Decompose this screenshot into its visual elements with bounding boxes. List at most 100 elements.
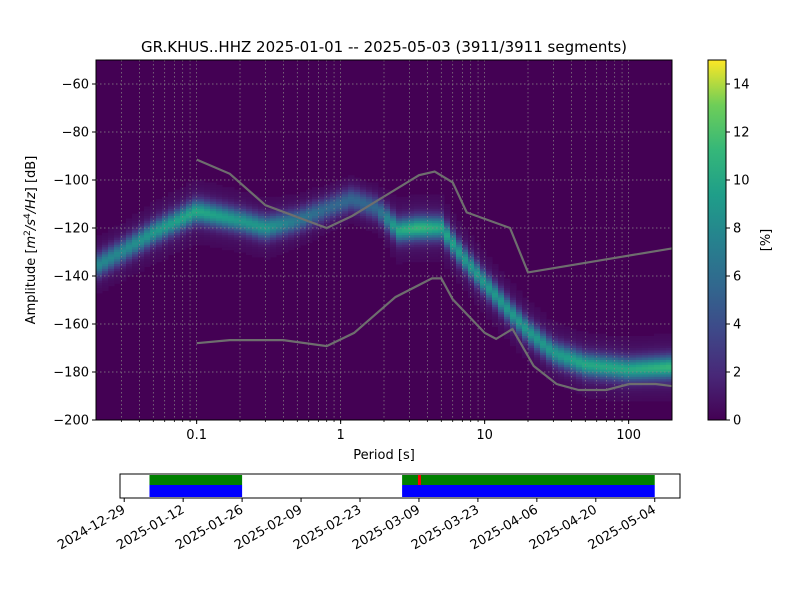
heatmap-cell xyxy=(306,240,313,243)
heatmap-cell xyxy=(510,295,517,299)
heatmap-cell xyxy=(660,393,667,397)
heatmap-cell xyxy=(564,328,571,332)
heatmap-cell xyxy=(474,271,481,275)
heatmap-cell xyxy=(504,312,511,315)
heatmap-cell xyxy=(114,225,121,229)
heatmap-cell xyxy=(408,223,415,227)
heatmap-cell xyxy=(546,364,553,368)
heatmap-cell xyxy=(408,252,415,255)
heatmap-cell xyxy=(540,333,547,337)
heatmap-cell xyxy=(306,237,313,241)
heatmap-cell xyxy=(600,379,607,383)
heatmap-cell xyxy=(540,369,547,373)
heatmap-cell xyxy=(432,228,439,231)
heatmap-cell xyxy=(378,208,385,212)
heatmap-cell xyxy=(246,216,253,219)
heatmap-cell xyxy=(630,396,637,399)
heatmap-cell xyxy=(294,206,301,210)
heatmap-cell xyxy=(594,376,601,380)
heatmap-cell xyxy=(288,196,295,200)
heatmap-cell xyxy=(570,350,577,354)
heatmap-cell xyxy=(162,242,169,246)
heatmap-cell xyxy=(294,232,301,236)
heatmap-cell xyxy=(402,204,409,207)
heatmap-cell xyxy=(336,196,343,200)
heatmap-cell xyxy=(414,208,421,212)
heatmap-cell xyxy=(264,230,271,234)
heatmap-cell xyxy=(390,237,397,241)
heatmap-cell xyxy=(534,350,541,354)
heatmap-cell xyxy=(150,206,157,210)
heatmap-cell xyxy=(270,225,277,229)
heatmap-cell xyxy=(102,240,109,243)
heatmap-cell xyxy=(174,201,181,205)
heatmap-cell xyxy=(108,268,115,272)
heatmap-cell xyxy=(408,206,415,210)
heatmap-cell xyxy=(222,204,229,207)
heatmap-cell xyxy=(468,288,475,291)
heatmap-cell xyxy=(546,343,553,347)
heatmap-cell xyxy=(636,367,643,371)
heatmap-cell xyxy=(648,374,655,378)
heatmap-cell xyxy=(510,336,517,339)
heatmap-cell xyxy=(162,252,169,255)
heatmap-cell xyxy=(270,220,277,224)
heatmap-cell xyxy=(96,290,103,294)
heatmap-cell xyxy=(552,362,559,366)
heatmap-cell xyxy=(132,228,139,231)
heatmap-cell xyxy=(324,189,331,193)
heatmap-cell xyxy=(180,237,187,241)
y-tick-label: −140 xyxy=(53,270,89,285)
heatmap-cell xyxy=(492,283,499,287)
heatmap-cell xyxy=(456,268,463,272)
heatmap-cell xyxy=(582,362,589,366)
heatmap-cell xyxy=(162,206,169,210)
heatmap-cell xyxy=(126,256,133,260)
heatmap-cell xyxy=(132,218,139,222)
heatmap-cell xyxy=(552,321,559,325)
heatmap-cell xyxy=(660,369,667,373)
heatmap-cell xyxy=(168,208,175,212)
heatmap-cell xyxy=(414,259,421,263)
heatmap-cell xyxy=(606,360,613,363)
heatmap-cell xyxy=(264,228,271,231)
heatmap-cell xyxy=(510,321,517,325)
heatmap-cell xyxy=(576,340,583,344)
heatmap-cell xyxy=(252,225,259,229)
heatmap-cell xyxy=(462,261,469,265)
heatmap-cell xyxy=(402,237,409,241)
heatmap-cell xyxy=(294,196,301,200)
heatmap-cell xyxy=(282,242,289,246)
heatmap-cell xyxy=(270,252,277,255)
heatmap-cell xyxy=(354,220,361,224)
colorbar-gradient xyxy=(707,59,727,421)
heatmap-cell xyxy=(138,266,145,270)
heatmap-cell xyxy=(156,216,163,219)
heatmap-cell xyxy=(114,264,121,267)
heatmap-cell xyxy=(510,283,517,287)
heatmap-cell xyxy=(156,244,163,248)
heatmap-cell xyxy=(666,396,672,399)
heatmap-cell xyxy=(492,321,499,325)
heatmap-cell xyxy=(588,362,595,366)
heatmap-cell xyxy=(588,374,595,378)
heatmap-cell xyxy=(462,237,469,241)
heatmap-cell xyxy=(324,204,331,207)
heatmap-cell xyxy=(480,297,487,301)
heatmap-cell xyxy=(540,328,547,332)
heatmap-cell xyxy=(108,230,115,234)
heatmap-cell xyxy=(240,194,247,198)
heatmap-cell xyxy=(612,388,619,392)
heatmap-cell xyxy=(138,216,145,219)
heatmap-cell xyxy=(366,223,373,227)
heatmap-cell xyxy=(420,235,427,239)
heatmap-cell xyxy=(450,225,457,229)
heatmap-cell xyxy=(540,319,547,323)
heatmap-cell xyxy=(258,225,265,229)
heatmap-cell xyxy=(240,218,247,222)
heatmap-cell xyxy=(138,232,145,236)
heatmap-cell xyxy=(276,230,283,234)
heatmap-cell xyxy=(102,242,109,246)
heatmap-cell xyxy=(222,199,229,203)
heatmap-cell xyxy=(144,252,151,255)
